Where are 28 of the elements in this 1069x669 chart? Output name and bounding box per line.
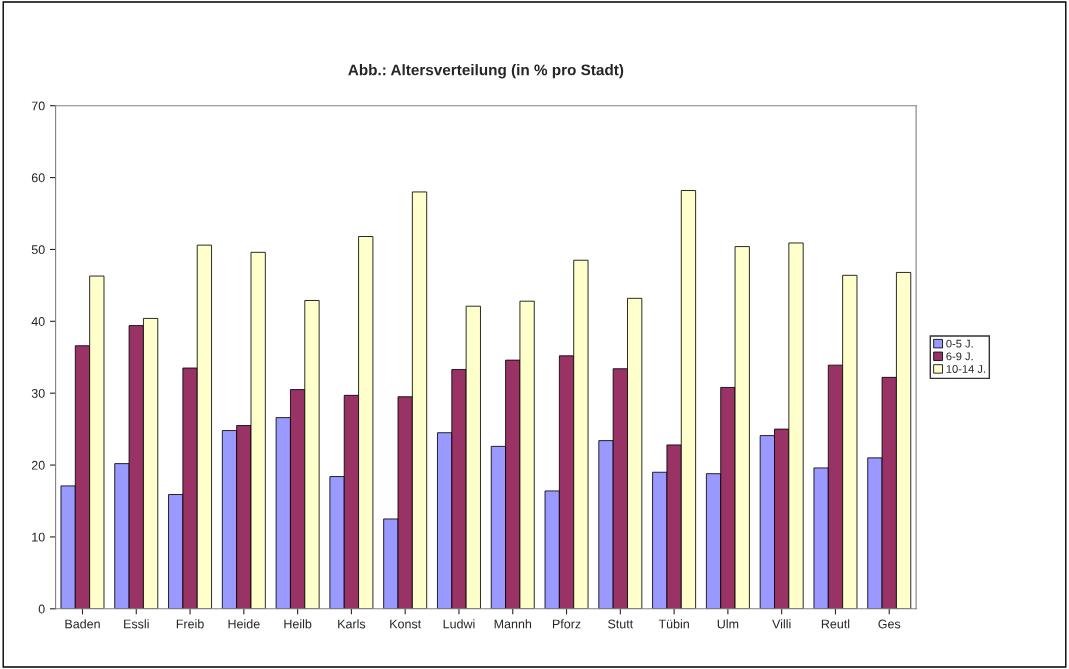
x-tick-label: Ludwi	[443, 619, 475, 629]
x-tick-label: Villi	[772, 619, 791, 629]
y-tick-label: 70	[31, 101, 45, 111]
y-tick-label: 50	[31, 245, 45, 255]
x-tick-label: Karls	[338, 619, 366, 629]
y-tick-label: 0	[38, 604, 45, 614]
y-tick-label: 20	[31, 460, 45, 470]
x-tick-label: Essli	[124, 619, 149, 629]
legend-label: 6-9 J.	[946, 352, 973, 361]
x-tick-label: Heide	[228, 619, 260, 629]
legend-label: 10-14 J.	[946, 365, 985, 373]
y-tick-label: 30	[31, 388, 45, 398]
x-tick-label: Heilb	[284, 619, 312, 629]
x-tick-label: Freib	[176, 619, 204, 629]
y-tick-label: 40	[31, 317, 45, 326]
y-tick-label: 60	[31, 173, 45, 183]
x-tick-label: Ulm	[717, 619, 739, 629]
y-tick-label: 10	[32, 532, 45, 542]
x-tick-label: Pforz	[552, 619, 581, 629]
x-tick-label: Mannh	[494, 619, 532, 629]
chart-title: Abb.: Altersverteilung (in % pro Stadt)	[348, 64, 624, 79]
x-tick-label: Ges	[878, 619, 901, 629]
legend-label: 0-5 J.	[946, 339, 973, 348]
x-tick-label: Baden	[65, 619, 100, 629]
x-tick-label: Konst	[390, 619, 422, 629]
x-tick-label: Tübin	[658, 619, 689, 629]
x-tick-label: Reutl	[821, 619, 850, 629]
x-tick-label: Stutt	[608, 619, 634, 629]
